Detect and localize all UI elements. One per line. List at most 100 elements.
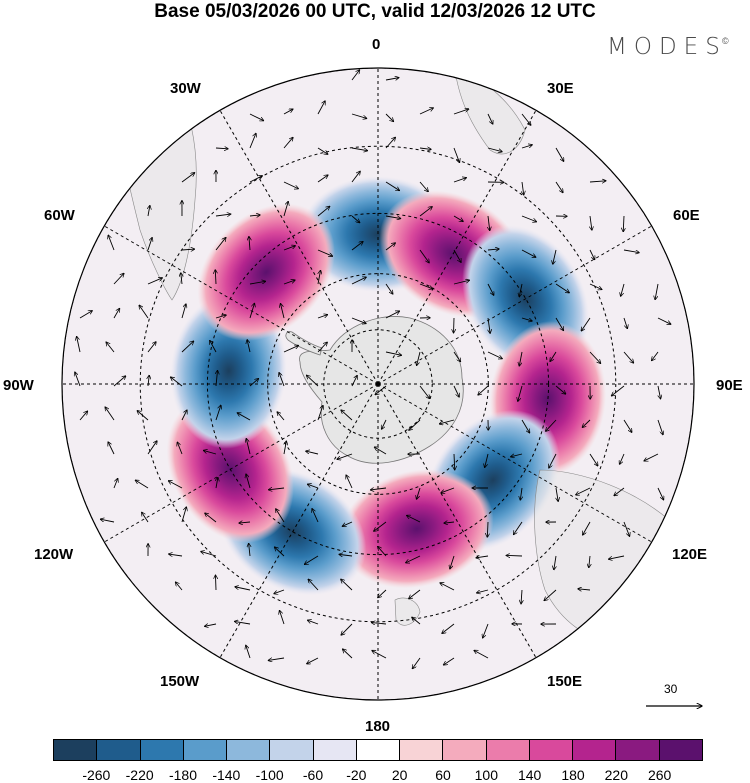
wind-vector <box>385 113 394 122</box>
wind-vector <box>108 235 115 251</box>
wind-vector <box>181 173 195 183</box>
wind-vector <box>522 181 524 195</box>
wind-vector <box>317 175 328 183</box>
wind-vector <box>215 237 226 251</box>
wind-vector <box>487 283 494 295</box>
wind-vector <box>453 109 469 115</box>
wind-vector <box>283 201 288 217</box>
wind-vector <box>582 419 591 427</box>
wind-vector <box>544 589 557 601</box>
wind-vector <box>216 477 218 489</box>
wind-vector <box>215 214 231 216</box>
wind-vector <box>341 410 353 421</box>
wind-vector <box>419 181 428 192</box>
colorbar-swatch <box>356 740 401 760</box>
wind-vector <box>519 351 523 366</box>
wind-vector <box>307 484 319 489</box>
brand-copyright-mark: © <box>722 36 729 46</box>
wind-vector <box>317 206 330 217</box>
wind-vector <box>549 453 557 468</box>
wind-vector <box>239 522 251 523</box>
wind-vector <box>268 488 285 490</box>
wind-vector <box>589 181 606 182</box>
wind-vector <box>453 351 461 362</box>
wind-vector <box>342 649 353 659</box>
wind-vector <box>419 148 431 149</box>
colorbar-swatch <box>573 740 617 760</box>
colorbar-tick-label: 260 <box>647 767 672 783</box>
wind-vector <box>147 342 156 353</box>
wind-vector <box>181 410 187 421</box>
wind-vector <box>483 623 489 638</box>
wind-vector <box>521 419 530 433</box>
wind-vector <box>412 617 421 625</box>
wind-vector <box>555 385 566 394</box>
wind-vector <box>177 442 183 455</box>
lon-label-30w: 30W <box>170 80 201 97</box>
wind-vector <box>487 521 488 537</box>
wind-vector <box>372 650 387 659</box>
wind-vector <box>79 311 92 319</box>
wind-vector <box>439 419 455 424</box>
wind-vector <box>623 351 634 363</box>
wind-vector <box>406 555 421 563</box>
wind-vector <box>235 587 251 591</box>
colorbar-swatch <box>616 740 660 760</box>
wind-vector <box>407 515 421 523</box>
colorbar-tick-label: 220 <box>604 767 629 783</box>
wind-vector <box>249 281 266 285</box>
wind-vector <box>317 405 323 421</box>
colorbar-tick-label: -20 <box>346 767 367 783</box>
wind-vector <box>589 283 602 290</box>
wind-vector <box>385 215 401 219</box>
wind-vector <box>283 280 295 285</box>
wind-vector <box>583 521 591 535</box>
colorbar-swatch <box>227 740 271 760</box>
wind-vector <box>419 108 433 115</box>
colorbar-tick-label: -260 <box>82 767 111 783</box>
wind-vector <box>453 178 466 183</box>
wind-vector <box>113 273 124 285</box>
wind-vector <box>553 249 557 264</box>
colorbar-swatch <box>486 740 530 760</box>
wind-vector <box>419 385 430 399</box>
wind-vector <box>521 249 536 257</box>
wind-vector <box>312 509 319 523</box>
colorbar-swatch <box>97 740 141 760</box>
wind-vector <box>589 249 595 260</box>
colorbar-tick-label: -180 <box>168 767 198 783</box>
wind-vector <box>371 623 387 624</box>
wind-vector <box>306 451 319 455</box>
wind-vector <box>280 303 285 319</box>
wind-vector <box>215 315 226 319</box>
wind-vector <box>308 579 319 591</box>
wind-vector <box>546 419 557 431</box>
wind-vector <box>378 589 387 598</box>
wind-vector <box>249 379 259 387</box>
lon-label-120e: 120E <box>672 546 708 563</box>
wind-vector <box>279 373 285 387</box>
wind-vector <box>652 351 659 361</box>
wind-vector <box>506 555 523 556</box>
wind-vector <box>419 207 432 217</box>
lon-label-150e: 150E <box>547 673 583 690</box>
wind-vector <box>249 133 256 149</box>
wind-vector <box>351 70 360 81</box>
wind-vector <box>105 407 115 421</box>
wind-vector <box>419 249 429 263</box>
wind-vector <box>205 513 217 523</box>
wind-vector <box>487 147 502 152</box>
wind-vector <box>170 377 183 387</box>
colorbar-tick-label: 20 <box>391 767 408 783</box>
wind-vector <box>409 419 421 430</box>
wind-vector <box>181 304 186 319</box>
wind-vector <box>215 575 216 591</box>
wind-vector <box>657 385 661 399</box>
wind-vector <box>246 474 251 489</box>
colorbar-swatch <box>54 740 98 760</box>
wind-vector <box>589 555 590 568</box>
wind-vector <box>576 487 591 495</box>
map-title: Base 05/03/2026 00 UTC, valid 12/03/2026… <box>154 1 596 22</box>
wind-vector <box>417 351 421 366</box>
